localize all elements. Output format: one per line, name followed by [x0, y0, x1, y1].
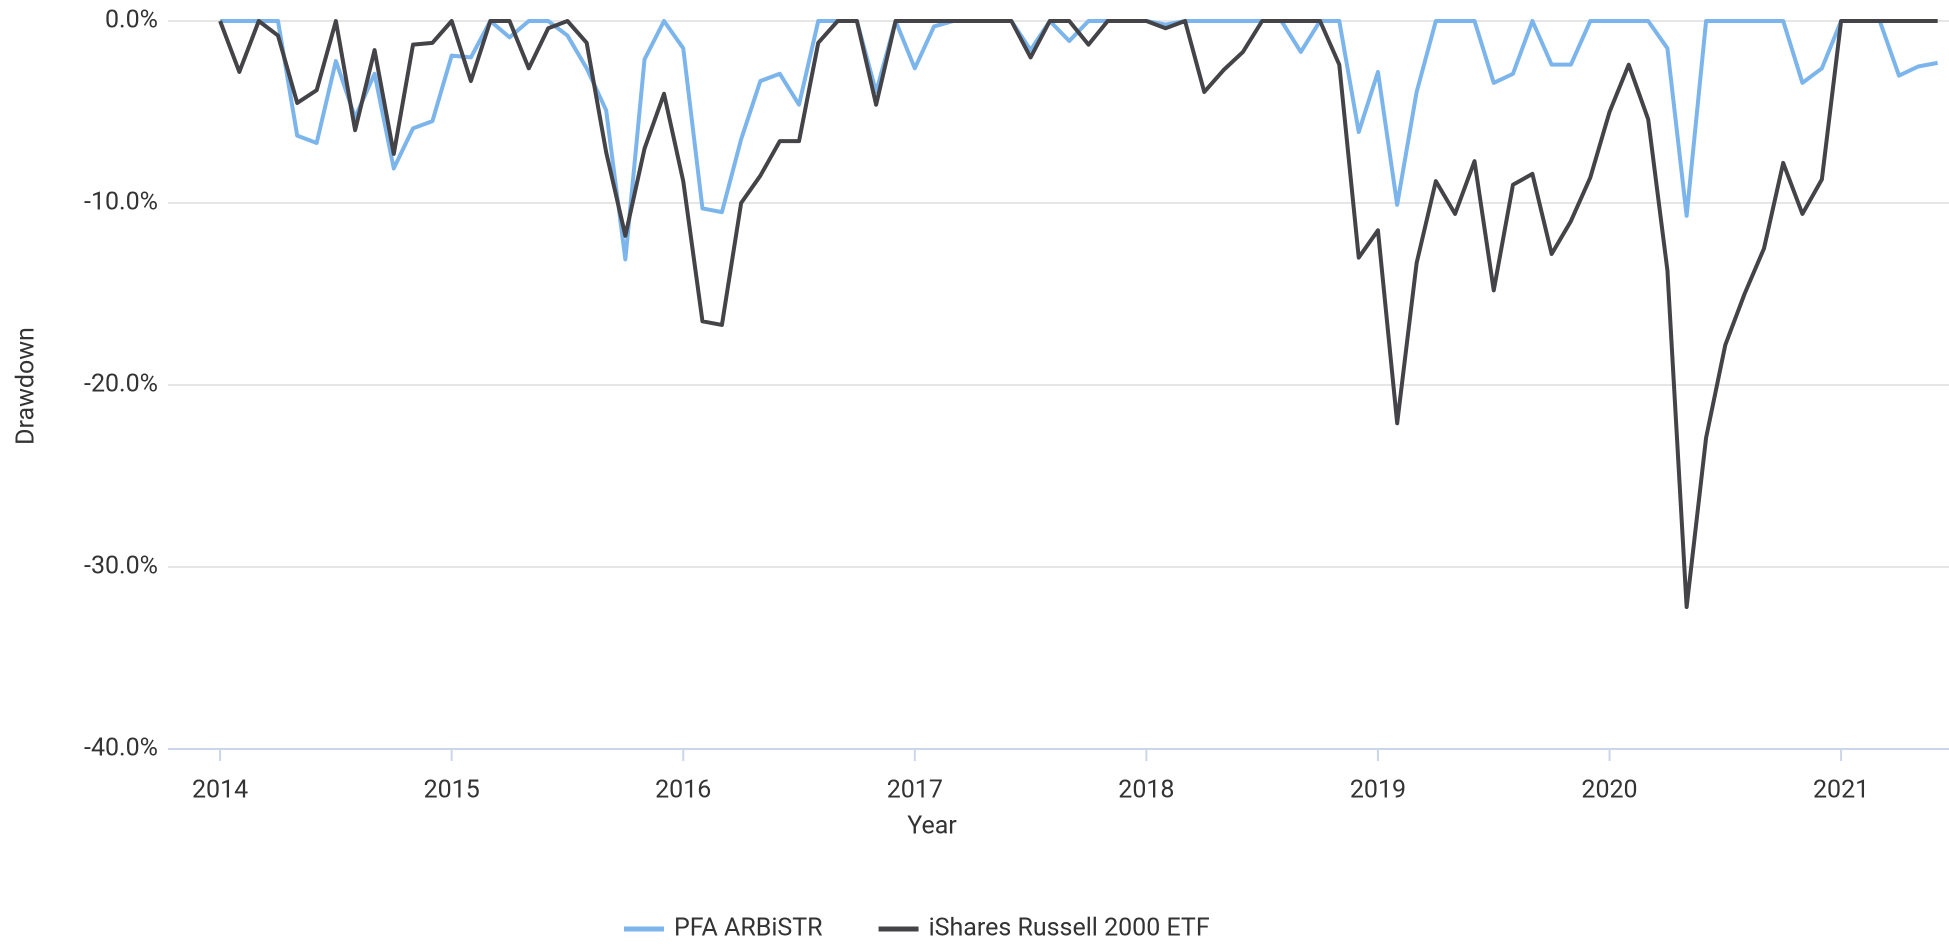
legend-label: PFA ARBiSTR: [674, 914, 823, 943]
x-tick-label: 2017: [887, 776, 943, 805]
y-tick-label: -40.0%: [84, 734, 158, 763]
x-tick-label: 2019: [1350, 776, 1406, 805]
y-tick-label: -20.0%: [84, 370, 158, 399]
y-tick-label: -30.0%: [84, 552, 158, 581]
x-tick-label: 2014: [192, 776, 248, 805]
x-tick-label: 2015: [424, 776, 480, 805]
x-tick-label: 2016: [655, 776, 711, 805]
x-axis-label: Year: [907, 812, 957, 841]
y-tick-label: 0.0%: [105, 6, 158, 35]
legend-label: iShares Russell 2000 ETF: [929, 914, 1210, 943]
x-tick-label: 2021: [1813, 776, 1869, 805]
x-tick-label: 2018: [1118, 776, 1174, 805]
y-tick-label: -10.0%: [84, 188, 158, 217]
series-line: [218, 19, 1938, 610]
y-axis-label: Drawdown: [12, 327, 41, 445]
x-tick-label: 2020: [1581, 776, 1637, 805]
